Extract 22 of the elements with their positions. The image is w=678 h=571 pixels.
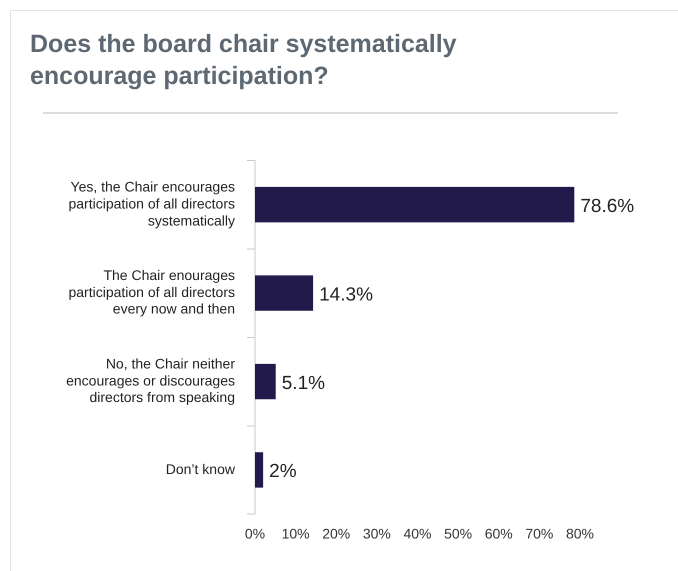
bar <box>255 186 574 222</box>
y-tick-label: No, the Chair neither encourages or discourages directors from speaking <box>66 356 236 406</box>
bar <box>255 275 314 311</box>
x-tick-label: 20% <box>322 525 350 542</box>
x-tick-label: 70% <box>525 525 554 542</box>
x-tick-label: 60% <box>484 525 513 542</box>
x-tick-label: 0% <box>244 525 266 542</box>
y-tick-label: Yes, the Chair encourages participation of all directors systematically <box>68 178 235 228</box>
x-tick-label: 50% <box>444 525 472 542</box>
x-tick-label: 30% <box>362 525 391 542</box>
data-label: 5.1% <box>282 372 326 394</box>
x-tick-label: 40% <box>403 525 432 542</box>
bar <box>255 452 264 488</box>
x-tick-label: 10% <box>282 525 310 542</box>
y-tick-label: The Chair enourages participation of all directors every now and then <box>68 267 235 317</box>
bar <box>255 364 276 400</box>
chart-title: Does the board chair systematically encourage participation? <box>30 29 458 92</box>
data-label: 78.6% <box>580 196 634 217</box>
x-tick-label: 80% <box>566 525 594 542</box>
data-label: 2% <box>269 461 297 482</box>
data-label: 14.3% <box>319 284 374 306</box>
y-tick-label: Don’t know <box>166 460 236 477</box>
